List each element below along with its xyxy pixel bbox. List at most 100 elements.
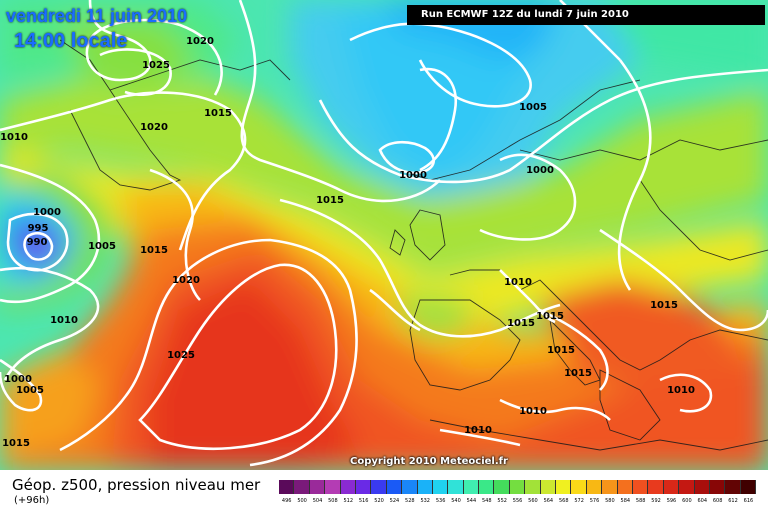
scale-value: 612 [728, 498, 738, 504]
scale-value: 588 [635, 498, 646, 504]
isobar-label: 1005 [519, 102, 547, 113]
scale-value: 604 [697, 498, 708, 504]
scale-swatch [663, 480, 680, 494]
isobar-label: 1015 [204, 108, 232, 119]
scale-swatch [325, 480, 341, 494]
scale-value: 552 [497, 498, 507, 504]
scale-swatch [617, 480, 633, 494]
isobar-label: 1000 [526, 165, 554, 176]
isobar-label: 995 [28, 223, 49, 234]
scale-swatch [679, 480, 695, 494]
isobar-label: 1000 [399, 170, 427, 181]
scale-value: 600 [682, 498, 692, 504]
isobar-label: 1015 [507, 318, 535, 329]
isobar-label: 1020 [172, 275, 200, 286]
scale-value: 576 [589, 498, 600, 504]
scale-swatch [340, 480, 356, 494]
isobar-label: 1020 [140, 122, 168, 133]
isobar-label: 1010 [519, 406, 547, 417]
scale-value: 556 [512, 498, 523, 504]
scale-value: 580 [605, 498, 615, 504]
scale-value: 516 [358, 498, 369, 504]
scale-swatch [417, 480, 433, 494]
isobar-label: 1015 [650, 300, 678, 311]
color-scale-labels: 496 500 504 508 512 516 520 524 528 532 536 540 544 5… [279, 498, 756, 508]
scale-value: 504 [312, 498, 323, 504]
scale-value: 528 [405, 498, 415, 504]
scale-swatch [386, 480, 403, 494]
color-scale [279, 480, 757, 494]
scale-swatch [586, 480, 603, 494]
scale-swatch [694, 480, 710, 494]
scale-value: 524 [389, 498, 400, 504]
scale-value: 496 [281, 498, 292, 504]
scale-swatch [602, 480, 618, 494]
scale-swatch [432, 480, 449, 494]
scale-swatch [371, 480, 387, 494]
isobar-label: 1010 [667, 385, 695, 396]
scale-value: 508 [328, 498, 338, 504]
scale-value: 616 [743, 498, 754, 504]
scale-value: 512 [343, 498, 354, 504]
scale-swatch [509, 480, 526, 494]
isobar-label: 1010 [504, 277, 532, 288]
isobar-label: 1010 [50, 315, 78, 326]
isobar-label: 1015 [547, 345, 575, 356]
scale-swatch [448, 480, 464, 494]
scale-swatch [402, 480, 418, 494]
scale-swatch [525, 480, 541, 494]
geopotential-color-field [0, 0, 768, 470]
scale-swatch [632, 480, 649, 494]
scale-value: 500 [297, 498, 307, 504]
isobar-label: 1015 [564, 368, 592, 379]
isobars [0, 0, 768, 467]
isobar-label: 1015 [536, 311, 564, 322]
scale-swatch [725, 480, 741, 494]
scale-value: 548 [482, 498, 492, 504]
scale-value: 572 [574, 498, 584, 504]
scale-value: 540 [451, 498, 461, 504]
forecast-time: 14:00 locale [14, 30, 128, 52]
scale-value: 568 [558, 498, 569, 504]
scale-value: 544 [466, 498, 477, 504]
scale-value: 564 [543, 498, 554, 504]
scale-swatch [355, 480, 372, 494]
scale-swatch [709, 480, 726, 494]
scale-swatch [494, 480, 510, 494]
scale-swatch [463, 480, 480, 494]
scale-value: 532 [420, 498, 430, 504]
run-info: Run ECMWF 12Z du lundi 7 juin 2010 [407, 5, 765, 25]
scale-value: 560 [528, 498, 538, 504]
isobar-label: 990 [27, 237, 48, 248]
scale-value: 596 [666, 498, 677, 504]
isobar-label: 1015 [316, 195, 344, 206]
isobar-label: 1020 [186, 36, 214, 47]
scale-swatch [571, 480, 587, 494]
lead-time-label: (+96h) [14, 495, 50, 506]
isobar-label: 1005 [16, 385, 44, 396]
scale-value: 608 [712, 498, 723, 504]
scale-value: 536 [435, 498, 446, 504]
copyright: Copyright 2010 Meteociel.fr [350, 456, 508, 467]
isobar-label: 1010 [464, 425, 492, 436]
isobar-label: 1005 [88, 241, 116, 252]
scale-swatch [309, 480, 326, 494]
scale-swatch [648, 480, 664, 494]
isobar-label: 1025 [167, 350, 195, 361]
scale-value: 584 [620, 498, 631, 504]
scale-swatch [540, 480, 557, 494]
isobar-label: 1000 [33, 207, 61, 218]
isobar-label: 1000 [4, 374, 32, 385]
scale-value: 520 [374, 498, 384, 504]
scale-swatch [279, 480, 295, 494]
scale-swatch [556, 480, 572, 494]
forecast-date: vendredi 11 juin 2010 [6, 6, 188, 26]
scale-swatch [479, 480, 495, 494]
scale-value: 592 [651, 498, 661, 504]
scale-swatch [294, 480, 310, 494]
isobar-label: 1015 [2, 438, 30, 449]
field-label: Géop. z500, pression niveau mer [12, 476, 261, 494]
scale-swatch [740, 480, 757, 494]
isobar-label: 1010 [0, 132, 28, 143]
